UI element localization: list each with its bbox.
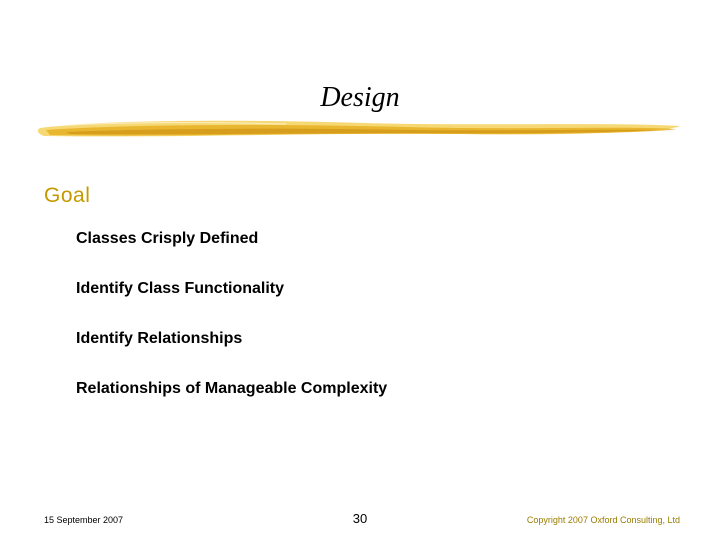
bullet-list: Classes Crisply Defined Identify Class F… <box>76 230 387 430</box>
slide-title: Design <box>0 82 720 114</box>
section-header: Goal <box>44 184 90 208</box>
title-underline-brush <box>36 116 684 144</box>
footer-copyright: Copyright 2007 Oxford Consulting, Ltd <box>527 515 680 525</box>
bullet-item: Identify Class Functionality <box>76 280 387 298</box>
bullet-item: Relationships of Manageable Complexity <box>76 380 387 398</box>
slide: Design Goal Classes Crisply Defined Iden… <box>0 0 720 540</box>
bullet-item: Identify Relationships <box>76 330 387 348</box>
bullet-item: Classes Crisply Defined <box>76 230 387 248</box>
